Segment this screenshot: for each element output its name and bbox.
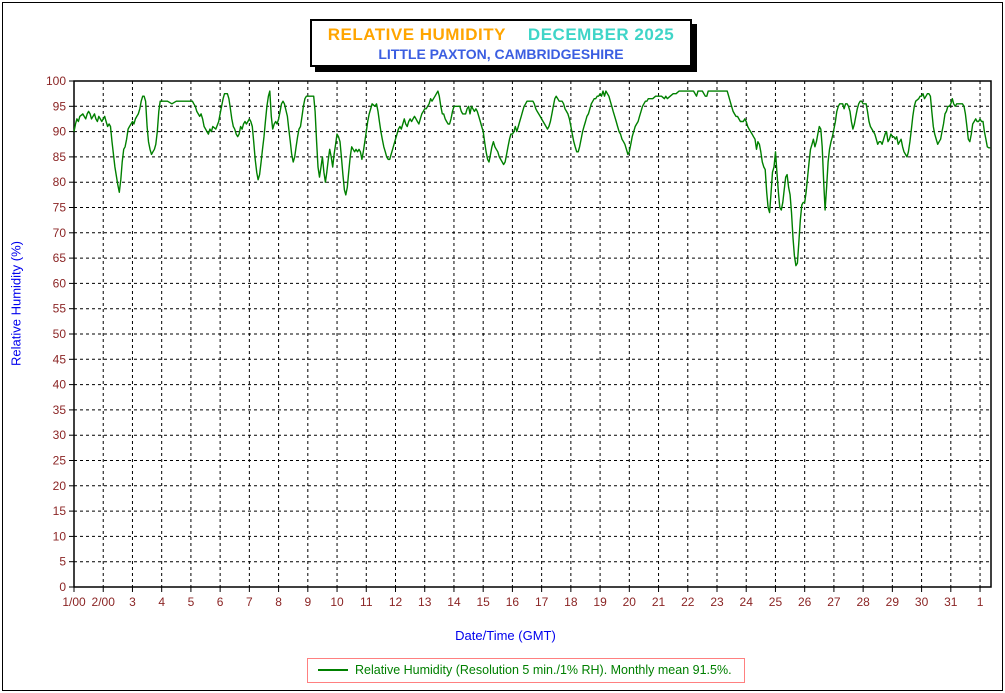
gridlines (74, 81, 991, 587)
y-tick-label: 75 (53, 201, 67, 215)
x-tick-label: 6 (217, 595, 224, 609)
y-tick-label: 45 (53, 352, 67, 366)
y-tick-label: 65 (53, 251, 67, 265)
y-tick-label: 15 (53, 504, 67, 518)
y-tick-label: 10 (53, 529, 67, 543)
y-tick-label: 100 (46, 74, 66, 88)
y-tick-label: 20 (53, 479, 67, 493)
y-tick-label: 70 (53, 226, 67, 240)
y-tick-label: 85 (53, 150, 67, 164)
x-tick-label: 26 (798, 595, 812, 609)
chart-title: RELATIVE HUMIDITY (327, 25, 506, 44)
x-tick-label: 14 (447, 595, 461, 609)
x-tick-label: 5 (188, 595, 195, 609)
y-tick-label: 30 (53, 428, 67, 442)
x-tick-label: 12 (389, 595, 403, 609)
y-axis-title: Relative Humidity (%) (8, 241, 24, 366)
x-tick-label: 2/00 (92, 595, 116, 609)
y-tick-label: 60 (53, 276, 67, 290)
chart-period: DECEMBER 2025 (527, 25, 675, 44)
legend-label: Relative Humidity (Resolution 5 min./1% … (355, 663, 732, 677)
y-tick-label: 80 (53, 175, 67, 189)
chart-title-box: RELATIVE HUMIDITY DECEMBER 2025 LITTLE PA… (310, 19, 692, 67)
x-tick-label: 19 (593, 595, 607, 609)
y-tick-label: 0 (59, 580, 66, 594)
x-tick-label: 30 (915, 595, 929, 609)
chart-location: LITTLE PAXTON, CAMBRIDGESHIRE (378, 46, 624, 62)
x-tick-label: 25 (769, 595, 783, 609)
title-line: RELATIVE HUMIDITY DECEMBER 2025 (312, 25, 690, 45)
plot-frame (73, 80, 992, 588)
x-tick-label: 22 (681, 595, 695, 609)
x-tick-label: 13 (418, 595, 432, 609)
y-tick-label: 95 (53, 99, 67, 113)
humidity-line-chart: 0510152025303540455055606570758085909510… (46, 74, 992, 609)
x-tick-label: 20 (623, 595, 637, 609)
x-tick-label: 10 (330, 595, 344, 609)
x-tick-label: 29 (886, 595, 900, 609)
x-tick-label: 11 (360, 595, 373, 609)
x-axis-title: Date/Time (GMT) (455, 628, 556, 643)
x-tick-label: 16 (506, 595, 520, 609)
y-tick-label: 90 (53, 125, 67, 139)
y-tick-label: 50 (53, 327, 67, 341)
x-tick-label: 1/00 (62, 595, 86, 609)
x-tick-label: 24 (740, 595, 754, 609)
y-tick-label: 25 (53, 454, 67, 468)
x-tick-label: 15 (476, 595, 490, 609)
x-tick-label: 21 (652, 595, 666, 609)
x-tick-label: 28 (856, 595, 870, 609)
x-tick-label: 27 (827, 595, 841, 609)
x-tick-label: 4 (158, 595, 165, 609)
x-tick-label: 17 (535, 595, 549, 609)
y-tick-label: 55 (53, 302, 67, 316)
x-tick-label: 8 (275, 595, 282, 609)
legend-box: Relative Humidity (Resolution 5 min./1% … (307, 658, 745, 683)
y-tick-label: 35 (53, 403, 67, 417)
y-tick-label: 5 (59, 555, 66, 569)
x-tick-label: 18 (564, 595, 578, 609)
x-tick-label: 31 (944, 595, 958, 609)
y-tick-label: 40 (53, 378, 67, 392)
x-tick-label: 7 (246, 595, 253, 609)
x-tick-label: 1 (977, 595, 984, 609)
legend-line-sample (318, 669, 348, 671)
tick-labels: 0510152025303540455055606570758085909510… (46, 74, 984, 609)
x-tick-label: 23 (710, 595, 724, 609)
humidity-series-line (73, 90, 991, 267)
tick-marks (69, 80, 981, 592)
x-tick-label: 3 (129, 595, 136, 609)
x-tick-label: 9 (304, 595, 311, 609)
